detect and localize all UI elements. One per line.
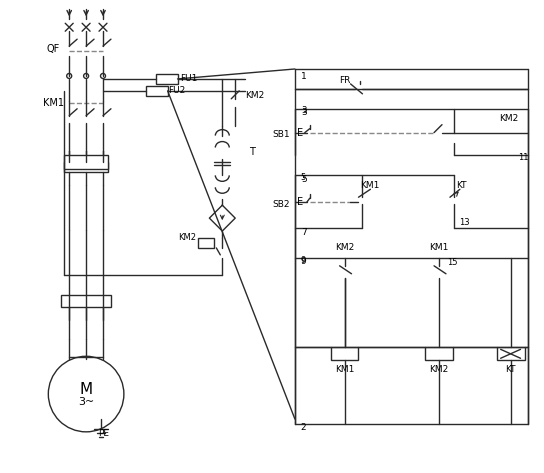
Text: KT: KT — [456, 181, 466, 190]
Text: FR: FR — [339, 77, 351, 86]
Text: M: M — [79, 382, 92, 396]
Text: E: E — [297, 128, 303, 138]
Circle shape — [101, 73, 106, 79]
Text: SB1: SB1 — [272, 130, 290, 139]
Text: 15: 15 — [447, 258, 458, 267]
Text: 5: 5 — [301, 175, 307, 184]
Text: E: E — [297, 197, 303, 207]
Bar — [497, 347, 524, 360]
Text: FU2: FU2 — [169, 87, 186, 96]
Text: FU1: FU1 — [181, 74, 198, 83]
Text: QF: QF — [47, 44, 60, 54]
Text: 5: 5 — [301, 173, 306, 182]
Text: KM2: KM2 — [178, 234, 196, 243]
Text: 3: 3 — [301, 106, 306, 115]
Bar — [146, 86, 168, 96]
Text: 9: 9 — [301, 257, 307, 266]
Text: KM2: KM2 — [335, 244, 354, 253]
Bar — [64, 162, 108, 172]
Text: KM1: KM1 — [43, 98, 64, 108]
Text: 1: 1 — [301, 72, 307, 81]
Bar — [156, 74, 177, 84]
Circle shape — [84, 73, 89, 79]
Text: KM2: KM2 — [499, 114, 518, 123]
Text: KM1: KM1 — [429, 244, 449, 253]
Text: 9: 9 — [301, 256, 306, 265]
Text: KM1: KM1 — [335, 365, 354, 374]
Bar — [199, 238, 214, 248]
Bar — [61, 295, 111, 307]
Bar — [425, 347, 453, 360]
Bar — [331, 347, 358, 360]
Text: KM2: KM2 — [245, 91, 264, 100]
Text: KM1: KM1 — [361, 181, 380, 190]
Text: SB2: SB2 — [273, 200, 290, 209]
Text: 3~: 3~ — [78, 397, 94, 407]
Text: T: T — [249, 148, 255, 158]
Text: 13: 13 — [459, 218, 469, 227]
Text: KM2: KM2 — [429, 365, 449, 374]
Text: KT: KT — [505, 365, 516, 374]
Circle shape — [67, 73, 72, 79]
Text: 3: 3 — [301, 108, 307, 117]
Text: PE: PE — [98, 429, 109, 438]
Text: 11: 11 — [518, 153, 529, 162]
Text: 2: 2 — [301, 423, 306, 432]
Bar — [64, 156, 108, 169]
Text: 7: 7 — [301, 228, 307, 236]
Circle shape — [48, 356, 124, 432]
